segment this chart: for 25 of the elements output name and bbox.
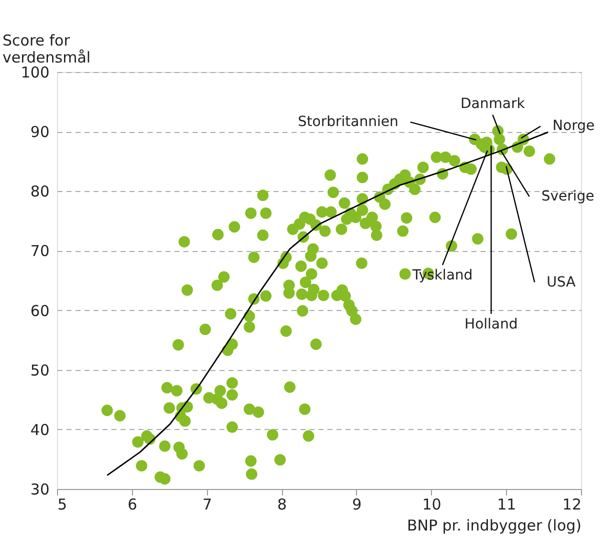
y-tick-label: 50 xyxy=(30,361,50,380)
annotation: Sverige xyxy=(541,188,594,205)
x-tick-label: 11 xyxy=(497,496,516,514)
x-tick-label: 8 xyxy=(277,496,287,514)
annotation: Storbritannien xyxy=(298,114,398,130)
x-axis-title: BNP pr. indbygger (log) xyxy=(406,516,582,534)
y-tick-label: 40 xyxy=(30,420,50,439)
annotation: USA xyxy=(546,274,576,290)
annotation: Norge xyxy=(552,118,595,134)
y-tick-label: 70 xyxy=(30,242,50,260)
y-tick-label: 30 xyxy=(30,480,50,498)
x-tick-label: 10 xyxy=(422,496,442,514)
x-tick-label: 5 xyxy=(58,496,68,514)
x-tick-label: 12 xyxy=(562,496,582,514)
annotation: Holland xyxy=(464,316,518,333)
annotation: Danmark xyxy=(460,96,526,112)
x-tick-label: 6 xyxy=(128,496,138,514)
y-tick-label: 60 xyxy=(30,302,50,320)
x-tick-label: 7 xyxy=(202,496,212,514)
annotation: Tyskland xyxy=(411,268,473,284)
x-tick-label: 9 xyxy=(352,496,362,514)
y-tick-label: 90 xyxy=(30,123,50,142)
y-axis-title: Score for verdensmål xyxy=(2,32,91,66)
y-tick-label: 100 xyxy=(20,64,50,82)
y-tick-label: 80 xyxy=(30,182,50,201)
